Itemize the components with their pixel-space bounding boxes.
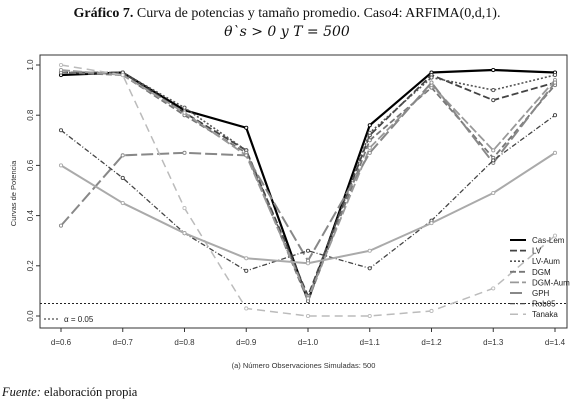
y-tick-label: 0.8 [26,109,35,121]
data-point [120,153,125,158]
chart-title-rest: Curva de potencias y tamaño promedio. Ca… [133,6,501,21]
source-note: Fuente: elaboración propia [2,385,137,400]
data-point [552,80,558,85]
data-point [367,248,372,253]
data-point [58,128,64,133]
data-point [552,233,558,238]
legend-label: GPH [532,289,550,298]
legend-label: Cas-Lem [532,236,565,245]
data-point [244,153,249,158]
data-point [367,138,372,143]
data-point [120,175,125,180]
data-point [552,113,558,118]
data-point [367,150,372,155]
x-tick-label: d=1.0 [298,338,319,347]
series-line [60,71,556,302]
data-point [491,88,496,93]
data-point [552,150,558,155]
source-text: elaboración propia [40,385,138,399]
alpha-legend-label: α = 0.05 [64,315,94,324]
data-point [429,75,434,80]
data-point [182,231,187,236]
data-point [58,67,64,73]
data-point [244,306,249,311]
data-point [182,110,187,115]
data-point [429,308,434,314]
y-tick-label: 0.0 [26,310,35,322]
data-point [120,200,125,206]
y-tick-label: 0.2 [26,260,35,272]
legend-label: DGM [532,268,551,277]
legend-label: Tanaka [532,310,558,319]
data-point [429,80,434,85]
chart-title-prefix: Gráfico 7. [73,6,134,21]
source-label: Fuente: [2,385,41,399]
data-point [429,221,434,226]
x-tick-label: d=0.9 [236,338,257,347]
x-tick-label: d=0.6 [51,338,72,347]
x-tick-label: d=1.1 [360,338,381,347]
series-line [60,114,556,272]
data-point [182,150,187,155]
data-point [120,72,125,78]
series-line [60,68,556,303]
series-line [60,152,556,265]
series-line [60,81,556,262]
data-point [305,261,311,266]
x-tick-label: d=1.4 [545,338,566,347]
data-point [305,296,311,301]
data-point [58,223,64,228]
data-point [491,98,496,103]
data-point [305,248,311,253]
data-point [367,145,372,150]
data-point [244,256,249,261]
plot-frame [39,54,568,329]
data-point [491,158,496,163]
data-point [367,313,372,319]
data-point [58,163,64,168]
legend-label: Rob05 [532,300,556,309]
chart-title: Gráfico 7. Curva de potencias y tamaño p… [0,6,574,22]
chart-subtitle: θ`s > 0 y T = 500 [224,24,350,40]
x-tick-label: d=1.2 [421,338,442,347]
x-tick-label: d=1.3 [483,338,504,347]
data-point [305,313,311,319]
y-tick-label: 1.0 [26,59,35,71]
data-point [367,266,372,271]
data-point [182,105,187,110]
legend-label: LV [532,247,542,256]
data-point [367,130,372,135]
data-point [244,268,249,273]
x-axis-label: (a) Número Observaciones Simuladas: 500 [232,361,376,370]
y-tick-label: 0.6 [26,159,35,171]
data-point [58,62,64,68]
data-point [367,123,372,128]
y-tick-label: 0.4 [26,209,35,221]
y-axis-label: Curvas de Potencia [9,160,18,226]
legend-label: LV-Aum [532,257,560,266]
legend-label: DGM-Aum [532,278,570,287]
data-point [491,148,496,153]
data-point [244,125,249,130]
series-line [60,64,556,317]
x-tick-label: d=0.7 [113,338,134,347]
data-point [491,190,496,196]
data-point [182,206,187,211]
data-point [552,72,558,78]
data-point [491,67,496,73]
data-point [491,286,496,291]
x-tick-label: d=0.8 [174,338,195,347]
